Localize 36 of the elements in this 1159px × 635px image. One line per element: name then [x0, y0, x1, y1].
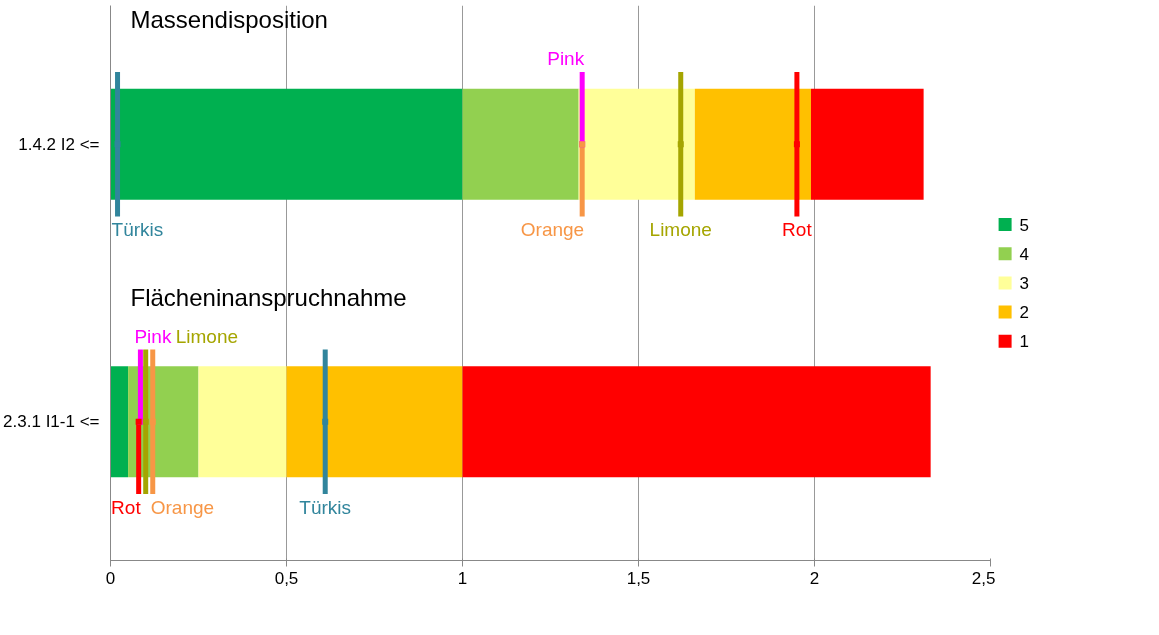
x-tick-label: 2,5 — [971, 568, 996, 588]
x-tick-label: 2 — [809, 568, 820, 588]
point — [149, 418, 156, 425]
y-tick-label: 1.4.2 I2 <= — [18, 134, 100, 154]
text: Türkis — [111, 219, 164, 241]
legend-label: 3 — [1019, 273, 1029, 293]
legend-label: 2 — [1019, 303, 1029, 323]
annotation: Massendisposition — [130, 6, 328, 34]
x-tick-label: 0 — [105, 568, 116, 588]
text: Türkis — [299, 496, 352, 518]
text: Rot — [782, 219, 812, 241]
text: Pink — [134, 325, 172, 347]
x-tick-label: 1 — [457, 568, 468, 588]
text: Rot — [111, 496, 142, 518]
text: Pink — [547, 48, 585, 70]
y-tick-label: 2.3.1 I1-1 <= — [3, 412, 100, 432]
bar — [810, 88, 924, 200]
bar — [462, 366, 931, 478]
point — [322, 418, 329, 425]
point — [677, 141, 684, 148]
text: Limone — [175, 325, 239, 347]
point — [114, 141, 121, 148]
legend-label: 5 — [1019, 215, 1029, 235]
annotation: Flächeninanspruchnahme — [130, 283, 407, 311]
point — [793, 141, 800, 148]
legend-label: 1 — [1019, 332, 1029, 352]
point — [142, 418, 149, 425]
legend-label: 4 — [1019, 244, 1029, 264]
bar — [198, 366, 287, 478]
bar — [462, 88, 579, 200]
bar — [110, 366, 129, 478]
text: Orange — [520, 219, 585, 241]
text: Orange — [150, 496, 215, 518]
x-tick-label: 0,5 — [274, 568, 299, 588]
text: Limone — [649, 219, 712, 241]
x-tick-label: 1,5 — [626, 568, 651, 588]
